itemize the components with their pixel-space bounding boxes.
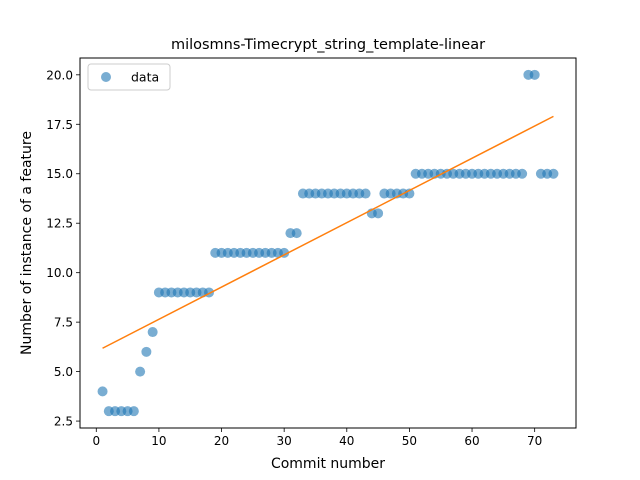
y-tick-label: 17.5 [46, 118, 73, 132]
plot-area [97, 69, 559, 417]
x-axis-label: Commit number [271, 456, 385, 472]
axes: 0 10 20 30 40 50 60 70 2.5 5.0 7.5 10.0 12.5 15.0 17.5… [46, 68, 542, 448]
y-tick-label: 7.5 [54, 316, 73, 330]
x-tick-label: 40 [339, 434, 354, 448]
y-tick-label: 12.5 [46, 217, 73, 231]
x-tick-label: 10 [151, 434, 166, 448]
data-point [360, 188, 371, 199]
data-point [291, 228, 302, 239]
data-point [97, 386, 108, 397]
fit-line [102, 115, 554, 349]
data-point [135, 366, 146, 377]
legend-label-data: data [131, 70, 159, 85]
legend-box [87, 63, 171, 91]
data-point [517, 168, 528, 179]
data-point [141, 346, 152, 357]
data-point [548, 168, 559, 179]
legend-marker-data [101, 72, 111, 82]
y-tick-label: 15.0 [46, 167, 73, 181]
legend: data [87, 63, 171, 91]
data-point [373, 208, 384, 219]
x-tick-label: 70 [527, 434, 542, 448]
y-tick-label: 2.5 [54, 415, 73, 429]
x-tick-label: 60 [464, 434, 479, 448]
x-tick-label: 20 [214, 434, 229, 448]
chart-title: milosmns-Timecrypt_string_template-linea… [171, 37, 485, 53]
plot-frame [79, 57, 577, 429]
data-point [147, 327, 158, 338]
data-point [529, 69, 540, 80]
x-tick-label: 30 [277, 434, 292, 448]
x-tick-label: 50 [402, 434, 417, 448]
x-tick-label: 0 [92, 434, 100, 448]
y-tick-label: 10.0 [46, 266, 73, 280]
y-tick-label: 5.0 [54, 365, 73, 379]
data-point [128, 406, 139, 417]
y-axis-label: Number of instance of a feature [19, 131, 35, 355]
y-tick-label: 20.0 [46, 68, 73, 82]
